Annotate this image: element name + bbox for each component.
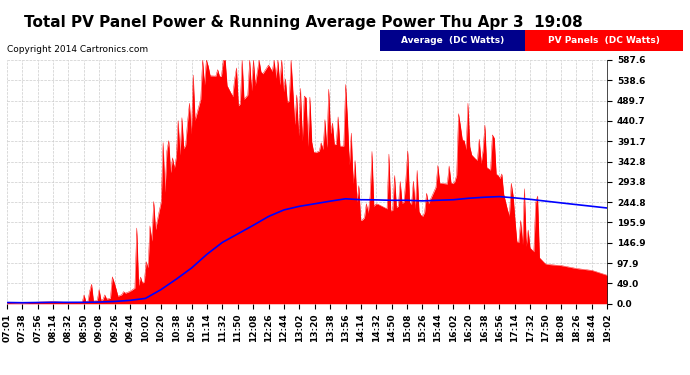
Text: Total PV Panel Power & Running Average Power Thu Apr 3  19:08: Total PV Panel Power & Running Average P…	[24, 15, 583, 30]
FancyBboxPatch shape	[525, 30, 683, 51]
FancyBboxPatch shape	[380, 30, 525, 51]
Text: Average  (DC Watts): Average (DC Watts)	[401, 36, 504, 45]
Text: Copyright 2014 Cartronics.com: Copyright 2014 Cartronics.com	[7, 45, 148, 54]
Text: PV Panels  (DC Watts): PV Panels (DC Watts)	[549, 36, 660, 45]
